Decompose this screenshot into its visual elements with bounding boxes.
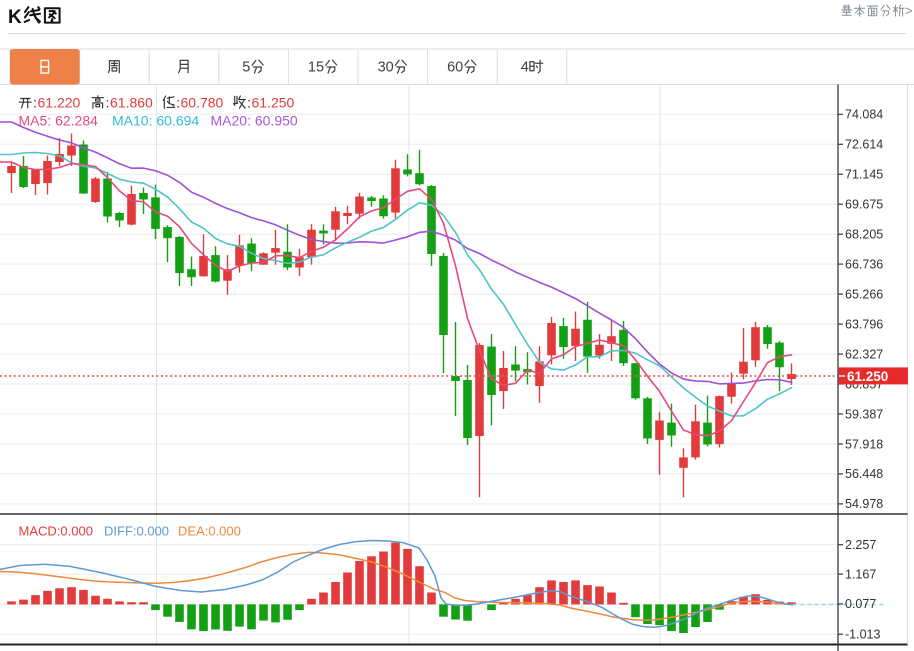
svg-text:MA10: 60.694: MA10: 60.694 [112,113,199,129]
svg-text:4: 4 [521,60,529,76]
svg-text:MACD:0.000: MACD:0.000 [19,524,93,539]
svg-text:65.266: 65.266 [845,287,883,301]
svg-text:0.077: 0.077 [845,597,876,611]
svg-text:-1.013: -1.013 [845,628,880,642]
svg-text:>: > [905,3,913,18]
svg-text:MA5: 62.284: MA5: 62.284 [19,113,99,129]
svg-text:5: 5 [242,60,250,76]
svg-text:61.250: 61.250 [252,95,295,111]
svg-text:56.448: 56.448 [845,467,883,481]
svg-text:30: 30 [378,60,394,76]
svg-text:DIFF:0.000: DIFF:0.000 [104,524,169,539]
svg-text:66.736: 66.736 [845,257,883,271]
svg-text:61.860: 61.860 [110,95,153,111]
svg-text:71.145: 71.145 [845,168,883,182]
svg-text:DEA:0.000: DEA:0.000 [178,524,241,539]
svg-text::: : [106,95,110,111]
svg-text:59.387: 59.387 [845,407,883,421]
svg-text:60: 60 [447,60,463,76]
svg-text:63.796: 63.796 [845,317,883,331]
svg-text:60.780: 60.780 [181,95,224,111]
svg-text:MA20: 60.950: MA20: 60.950 [211,113,298,129]
svg-text:15: 15 [308,60,324,76]
svg-text::: : [247,95,251,111]
svg-text:72.614: 72.614 [845,138,883,152]
svg-text:54.978: 54.978 [845,497,883,511]
svg-text:K: K [8,7,22,28]
svg-text:62.327: 62.327 [845,347,883,361]
svg-text:68.205: 68.205 [845,228,883,242]
svg-text:57.918: 57.918 [845,437,883,451]
svg-text:1.167: 1.167 [845,567,876,581]
svg-text::: : [33,95,37,111]
svg-text:2.257: 2.257 [845,538,876,552]
svg-text:69.675: 69.675 [845,198,883,212]
svg-text::: : [176,95,180,111]
svg-text:74.084: 74.084 [845,108,883,122]
svg-text:61.250: 61.250 [847,369,888,384]
svg-text:61.220: 61.220 [38,95,81,111]
